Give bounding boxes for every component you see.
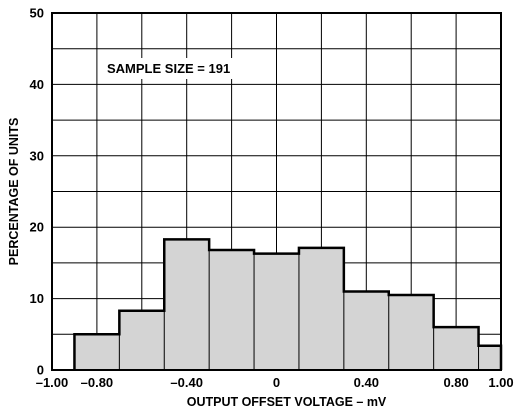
histogram-outline (73, 238, 503, 370)
x-axis-label: OUTPUT OFFSET VOLTAGE – mV (187, 395, 387, 409)
sample-size-annotation: SAMPLE SIZE = 191 (107, 61, 230, 76)
histogram-bar (119, 310, 165, 370)
histogram-bar (74, 334, 120, 370)
histogram-bar (388, 295, 434, 370)
x-tick-label: –0.80 (81, 375, 114, 390)
x-tick-label: 0.40 (354, 375, 379, 390)
histogram-bar (478, 345, 501, 370)
x-tick-label: –0.40 (170, 375, 203, 390)
histogram-bar (254, 253, 299, 370)
bars-layer (73, 238, 503, 370)
histogram-bar (433, 327, 479, 370)
plot-frame (51, 12, 502, 371)
y-axis-label: PERCENTAGE OF UNITS (7, 118, 21, 266)
y-tick-labels: 0 10 20 30 40 50 (30, 6, 44, 378)
histogram-bar (298, 247, 344, 370)
y-tick-label: 20 (30, 220, 44, 235)
y-tick-label: 40 (30, 77, 44, 92)
y-tick-label: 50 (30, 6, 44, 21)
y-tick-label: 30 (30, 148, 44, 163)
x-tick-label: –1.00 (36, 375, 69, 390)
x-tick-label: 0.80 (443, 375, 468, 390)
histogram-bar (209, 250, 255, 370)
y-tick-label: 10 (30, 291, 44, 306)
x-tick-label: 0 (273, 375, 280, 390)
histogram-bar (164, 239, 210, 370)
y-tick-label: 0 (37, 363, 44, 378)
x-tick-labels: –1.00 –0.80 –0.40 0 0.40 0.80 1.00 (36, 375, 514, 390)
annotation-background (102, 58, 236, 79)
histogram-bar (343, 291, 389, 370)
annotation-group: SAMPLE SIZE = 191 (102, 58, 236, 79)
x-tick-label: 1.00 (488, 375, 513, 390)
